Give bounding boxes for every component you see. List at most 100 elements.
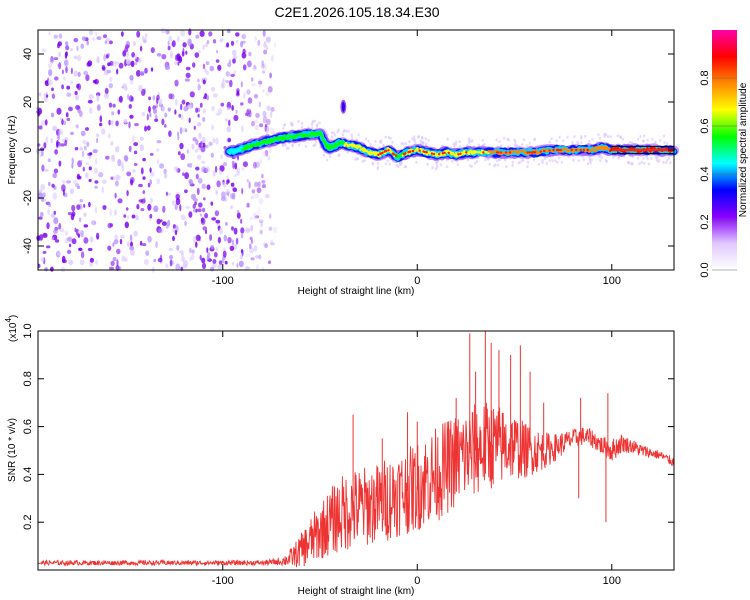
noise-speckle	[250, 224, 254, 232]
noise-speckle	[180, 29, 185, 37]
noise-speckle	[83, 70, 89, 76]
noise-speckle	[201, 160, 206, 164]
noise-speckle	[146, 125, 151, 131]
noise-speckle	[54, 76, 59, 81]
noise-speckle	[108, 83, 114, 89]
ridge-peak	[499, 151, 503, 154]
noise-speckle	[213, 251, 218, 258]
noise-speckle	[141, 111, 146, 117]
noise-speckle	[156, 148, 160, 152]
noise-speckle	[112, 242, 115, 247]
noise-speckle	[221, 256, 225, 264]
noise-speckle	[62, 76, 66, 81]
faint-speckle	[363, 159, 366, 163]
noise-speckle	[214, 210, 220, 217]
noise-speckle	[252, 212, 257, 220]
snr-x-tick-label: 0	[414, 575, 420, 587]
faint-speckle	[384, 162, 388, 166]
noise-speckle	[231, 226, 234, 231]
faint-speckle	[468, 137, 471, 141]
noise-speckle	[177, 61, 180, 66]
noise-speckle	[273, 42, 277, 48]
noise-speckle	[140, 208, 145, 212]
noise-speckle	[254, 36, 257, 42]
faint-speckle	[297, 143, 301, 147]
faint-speckle	[395, 163, 398, 167]
noise-speckle	[119, 234, 125, 239]
ridge-peak	[552, 148, 555, 152]
snr-frame	[37, 330, 675, 571]
noise-speckle	[260, 221, 263, 228]
noise-speckle	[182, 172, 185, 177]
noise-speckle	[262, 70, 265, 74]
spectrogram-y-label: Frequency (Hz)	[7, 116, 18, 185]
noise-speckle	[261, 64, 265, 69]
faint-speckle	[446, 137, 449, 141]
noise-speckle	[262, 62, 267, 71]
noise-speckle	[202, 207, 206, 213]
faint-speckle	[580, 141, 583, 145]
faint-speckle	[318, 121, 321, 125]
noise-speckle	[142, 157, 146, 162]
ridge-peak	[548, 149, 551, 152]
noise-speckle	[257, 39, 261, 47]
noise-speckle	[241, 187, 244, 195]
ridge-segment	[267, 141, 271, 144]
noise-speckle	[188, 28, 192, 36]
noise-speckle	[226, 107, 230, 111]
ridge-peak	[383, 150, 386, 153]
noise-speckle	[131, 52, 136, 58]
noise-speckle	[184, 220, 187, 226]
faint-speckle	[425, 142, 428, 146]
noise-speckle	[83, 203, 86, 208]
noise-speckle	[163, 173, 168, 179]
noise-speckle	[92, 37, 96, 41]
noise-speckle	[202, 117, 206, 122]
noise-speckle	[249, 216, 253, 221]
faint-speckle	[417, 134, 420, 138]
noise-speckle	[141, 243, 147, 247]
noise-speckle	[54, 226, 59, 231]
noise-speckle	[262, 177, 268, 183]
noise-speckle	[259, 123, 264, 128]
noise-speckle	[130, 241, 133, 248]
ridge-segment	[291, 134, 296, 138]
noise-speckle	[268, 226, 273, 231]
spectrogram-ticks: -100 0 100 -40 -20 0 20 40	[22, 30, 674, 287]
faint-speckle	[436, 165, 439, 169]
noise-speckle	[224, 260, 228, 265]
snr-y-tick-label: 1.0	[22, 323, 34, 338]
noise-speckle	[255, 112, 260, 119]
faint-speckle	[664, 161, 668, 165]
noise-speckle	[184, 78, 190, 82]
noise-speckle	[150, 67, 154, 72]
noise-speckle	[47, 158, 51, 163]
noise-speckle	[74, 227, 77, 233]
noise-speckle	[150, 47, 155, 54]
noise-speckle	[96, 57, 100, 64]
noise-speckle	[38, 216, 43, 220]
noise-speckle	[233, 114, 239, 122]
noise-speckle	[89, 236, 94, 243]
noise-speckle	[160, 27, 166, 34]
noise-speckle	[113, 239, 119, 245]
ridge-peak	[482, 151, 485, 154]
noise-speckle	[139, 136, 144, 141]
noise-speckle	[128, 95, 133, 102]
noise-speckle	[169, 255, 174, 260]
noise-speckle	[267, 260, 272, 265]
noise-speckle	[236, 167, 241, 174]
noise-speckle	[169, 259, 173, 267]
noise-speckle	[171, 40, 176, 48]
noise-speckle	[129, 249, 135, 256]
noise-speckle	[67, 212, 73, 216]
noise-speckle	[144, 125, 148, 132]
noise-speckle	[121, 31, 124, 37]
noise-speckle	[196, 121, 202, 127]
ridge-segment	[591, 146, 596, 150]
faint-speckle	[603, 132, 606, 136]
noise-speckle	[101, 128, 106, 135]
noise-speckle	[222, 181, 227, 188]
noise-speckle	[195, 241, 198, 248]
noise-speckle	[184, 172, 190, 180]
